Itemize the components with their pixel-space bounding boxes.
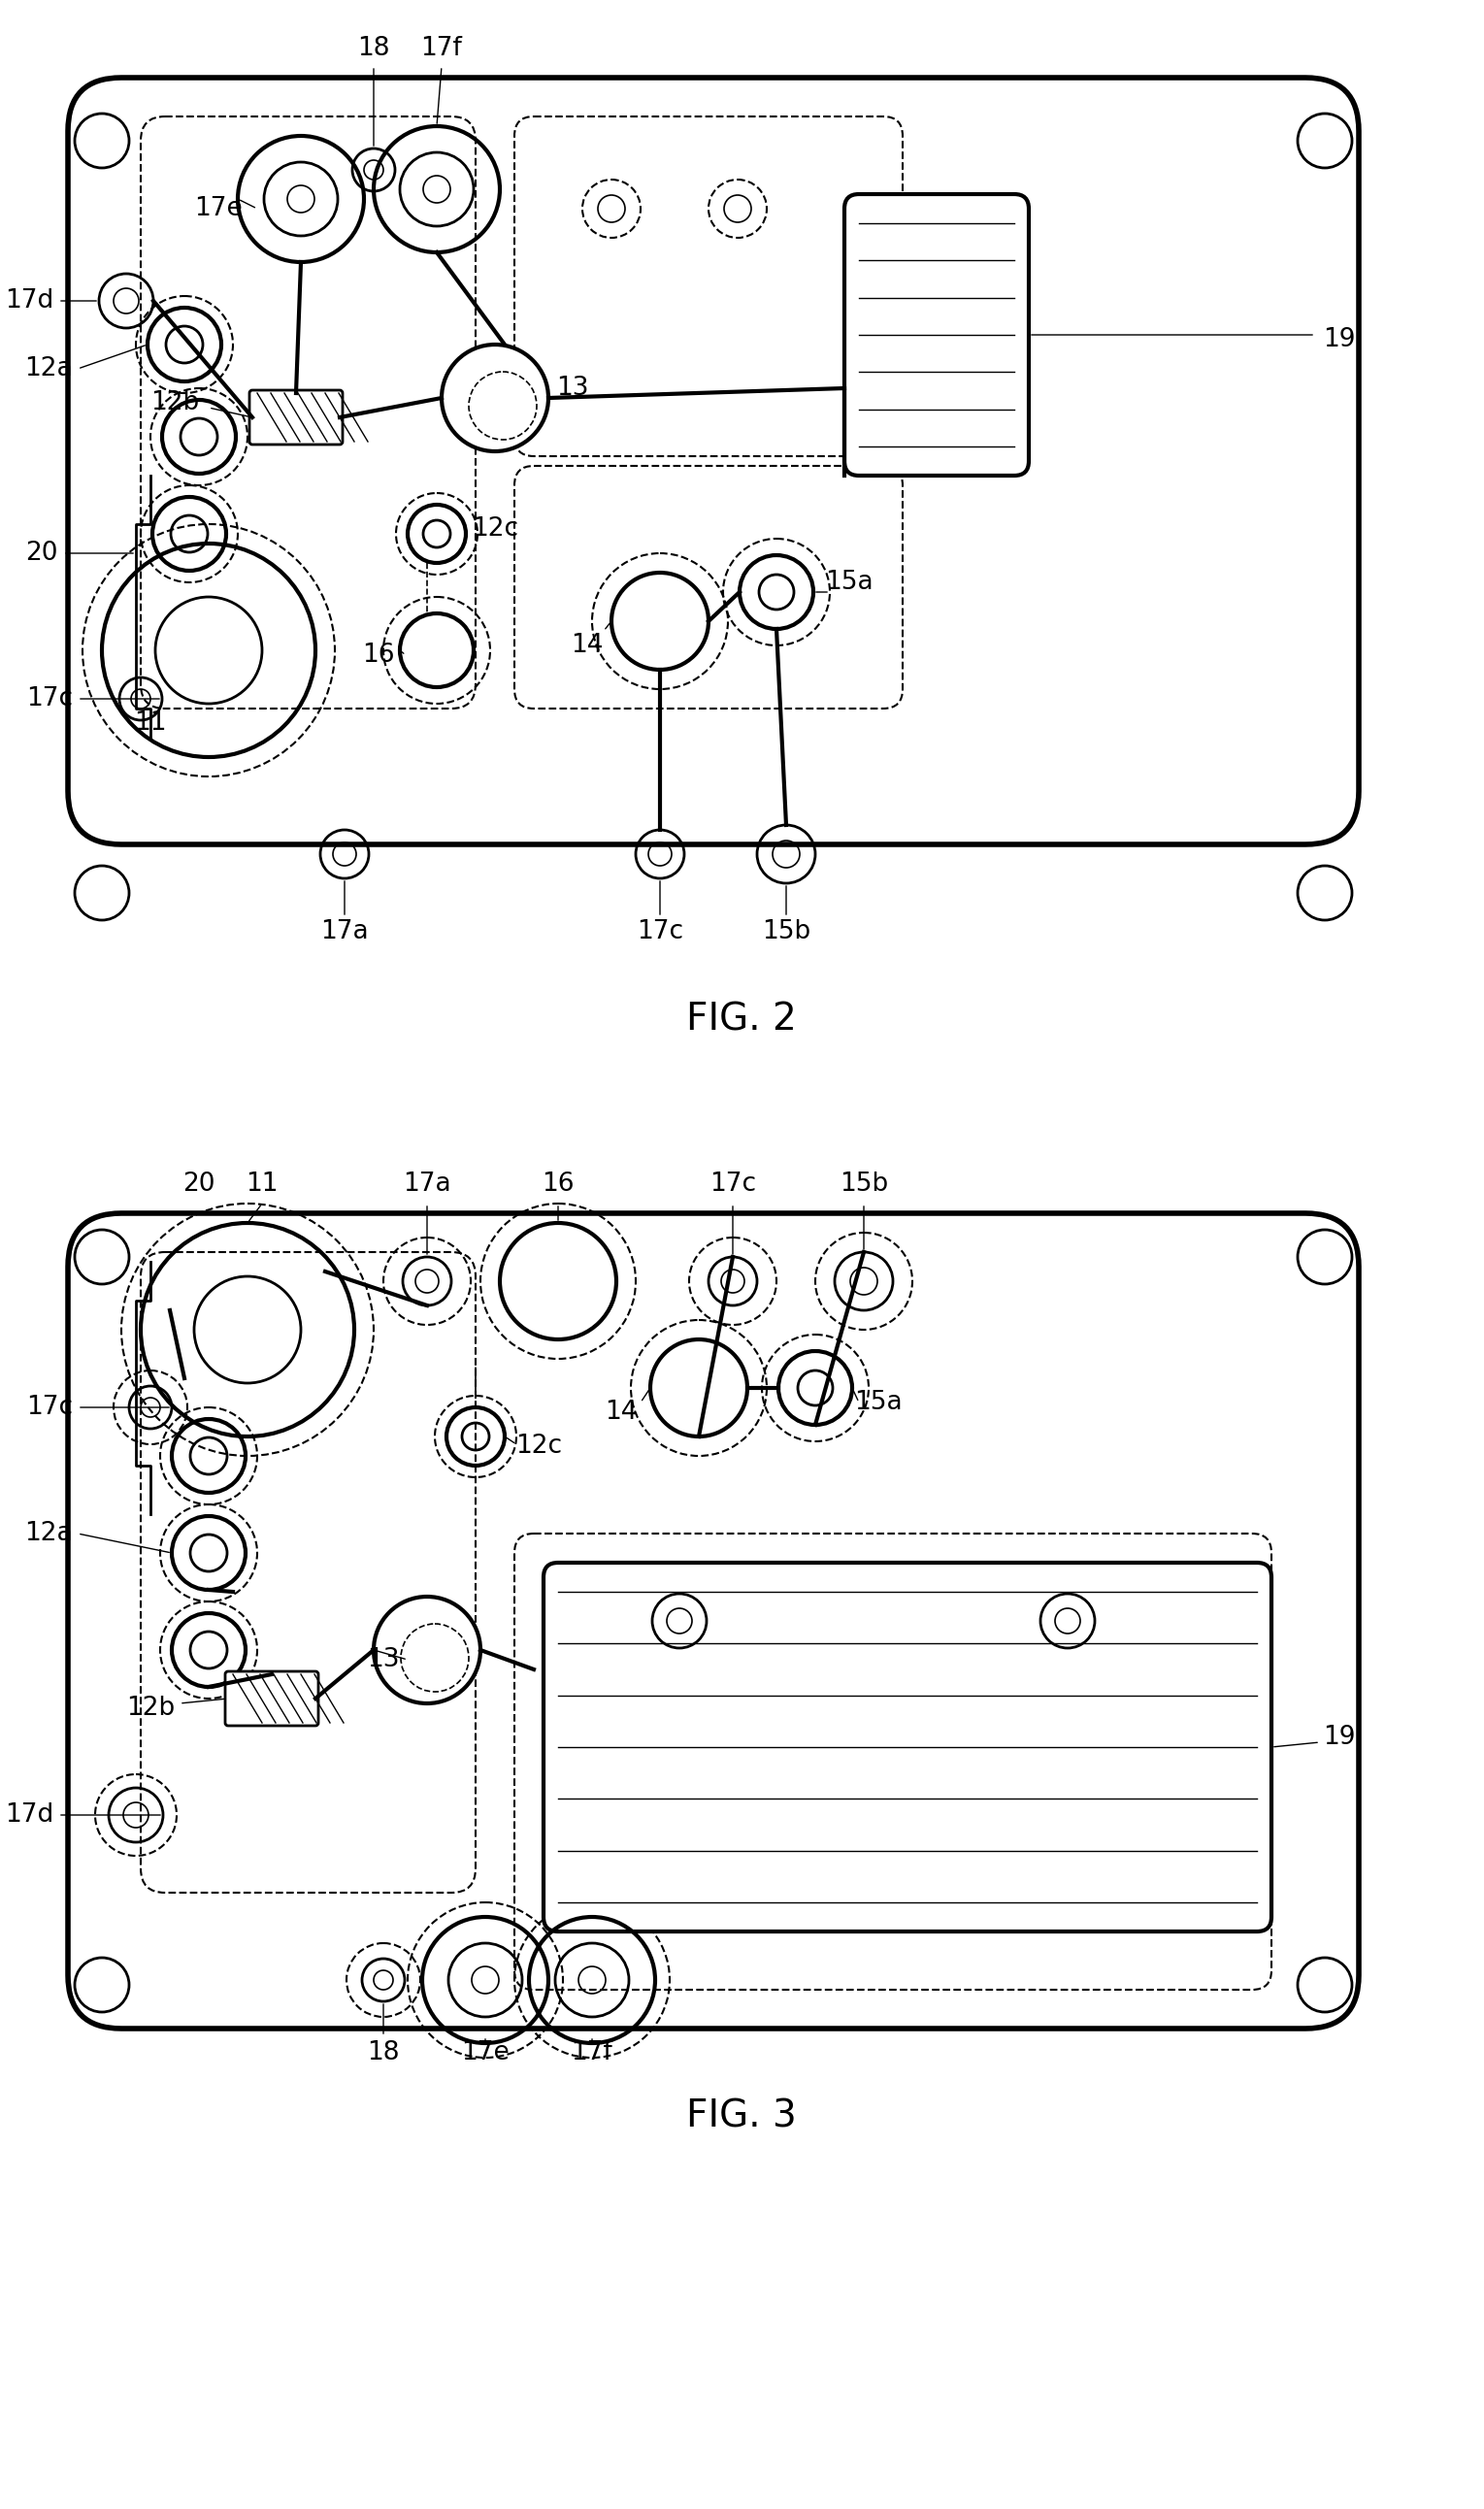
Text: 17c: 17c: [27, 687, 73, 713]
FancyBboxPatch shape: [226, 1671, 319, 1726]
Text: 17c: 17c: [637, 918, 683, 943]
Text: 12b: 12b: [150, 391, 199, 416]
Text: 19: 19: [1324, 1724, 1356, 1749]
Text: 12b: 12b: [126, 1696, 175, 1721]
Text: 17d: 17d: [4, 1801, 53, 1827]
Text: 17e: 17e: [194, 196, 243, 221]
Text: 11: 11: [246, 1172, 279, 1197]
Circle shape: [442, 344, 549, 452]
Text: 16: 16: [362, 642, 395, 667]
Text: 16: 16: [542, 1172, 574, 1197]
FancyBboxPatch shape: [68, 1214, 1359, 2030]
Text: 17c: 17c: [27, 1395, 73, 1420]
Text: 19: 19: [1324, 326, 1356, 351]
Text: 13: 13: [367, 1646, 399, 1674]
Text: 14: 14: [605, 1400, 638, 1425]
Text: 11: 11: [134, 710, 166, 735]
Text: 17f: 17f: [421, 35, 463, 60]
Text: 15b: 15b: [840, 1172, 889, 1197]
FancyBboxPatch shape: [249, 391, 343, 444]
FancyBboxPatch shape: [68, 78, 1359, 846]
FancyBboxPatch shape: [844, 193, 1028, 477]
Text: 17f: 17f: [571, 2040, 613, 2065]
Text: 17a: 17a: [404, 1172, 451, 1197]
Text: 15a: 15a: [855, 1390, 902, 1415]
Text: 20: 20: [183, 1172, 215, 1197]
Text: FIG. 3: FIG. 3: [686, 2098, 797, 2135]
Text: 18: 18: [358, 35, 390, 60]
Circle shape: [374, 1596, 481, 1704]
Text: 20: 20: [25, 539, 58, 567]
Text: 12c: 12c: [515, 1433, 562, 1458]
Text: 14: 14: [571, 632, 604, 657]
Text: FIG. 2: FIG. 2: [686, 1001, 797, 1039]
Text: 15a: 15a: [825, 570, 873, 595]
Text: 18: 18: [367, 2040, 399, 2065]
Text: 17e: 17e: [462, 2040, 509, 2065]
Text: 15b: 15b: [761, 918, 810, 943]
Text: 17c: 17c: [709, 1172, 757, 1197]
Text: 17a: 17a: [321, 918, 368, 943]
Text: 17d: 17d: [4, 289, 53, 314]
Text: 12c: 12c: [472, 517, 518, 542]
Text: 12a: 12a: [25, 1520, 73, 1546]
FancyBboxPatch shape: [543, 1563, 1272, 1932]
Text: 12a: 12a: [25, 356, 73, 381]
Text: 13: 13: [556, 376, 589, 401]
